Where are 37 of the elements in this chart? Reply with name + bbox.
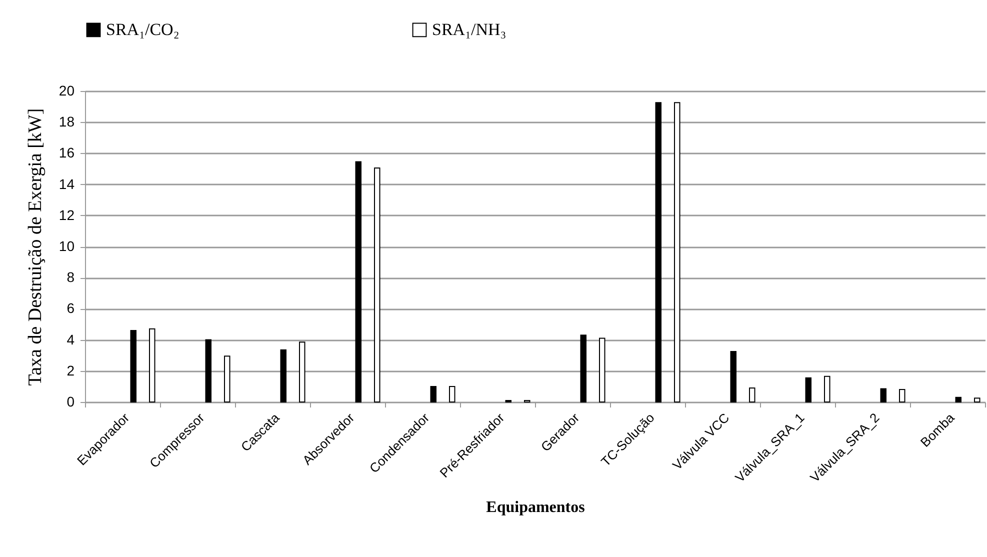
legend-label: SRA₁/CO₂: [106, 20, 180, 39]
bar: [299, 342, 306, 402]
y-tick-label: 18: [58, 114, 75, 130]
bar: [655, 102, 662, 402]
bar: [974, 398, 980, 402]
bar: [374, 167, 380, 402]
bar: [749, 388, 756, 402]
y-tick-label: 6: [66, 300, 75, 316]
bar: [824, 376, 830, 402]
bar: [805, 377, 812, 402]
y-tick-label: 10: [58, 238, 75, 254]
x-axis-title: Equipamentos: [486, 499, 585, 516]
bar: [899, 389, 906, 402]
bar: [674, 102, 680, 402]
y-tick-label: 20: [58, 82, 75, 98]
bar: [130, 330, 136, 402]
bar: [355, 161, 362, 402]
y-tick-label: 0: [66, 394, 75, 410]
bar: [880, 388, 886, 402]
y-tick-label: 14: [58, 176, 75, 192]
bar: [430, 386, 436, 402]
y-axis-title: Taxa de Destruição de Exergia [kW]: [24, 108, 46, 386]
y-tick-label: 2: [66, 362, 75, 378]
y-tick-label: 4: [66, 331, 75, 348]
bar: [449, 386, 456, 402]
bar: [730, 350, 736, 402]
y-tick-label: 16: [58, 144, 75, 161]
y-tick-label: 8: [66, 269, 75, 286]
legend-label: SRA₁/NH₃: [432, 20, 506, 39]
bar: [149, 328, 156, 402]
bar: [955, 396, 962, 402]
bar: [580, 334, 586, 402]
bar: [224, 356, 230, 402]
bar: [205, 339, 212, 402]
y-tick-label: 12: [58, 206, 75, 223]
bar: [280, 349, 286, 402]
bar: [599, 338, 606, 402]
